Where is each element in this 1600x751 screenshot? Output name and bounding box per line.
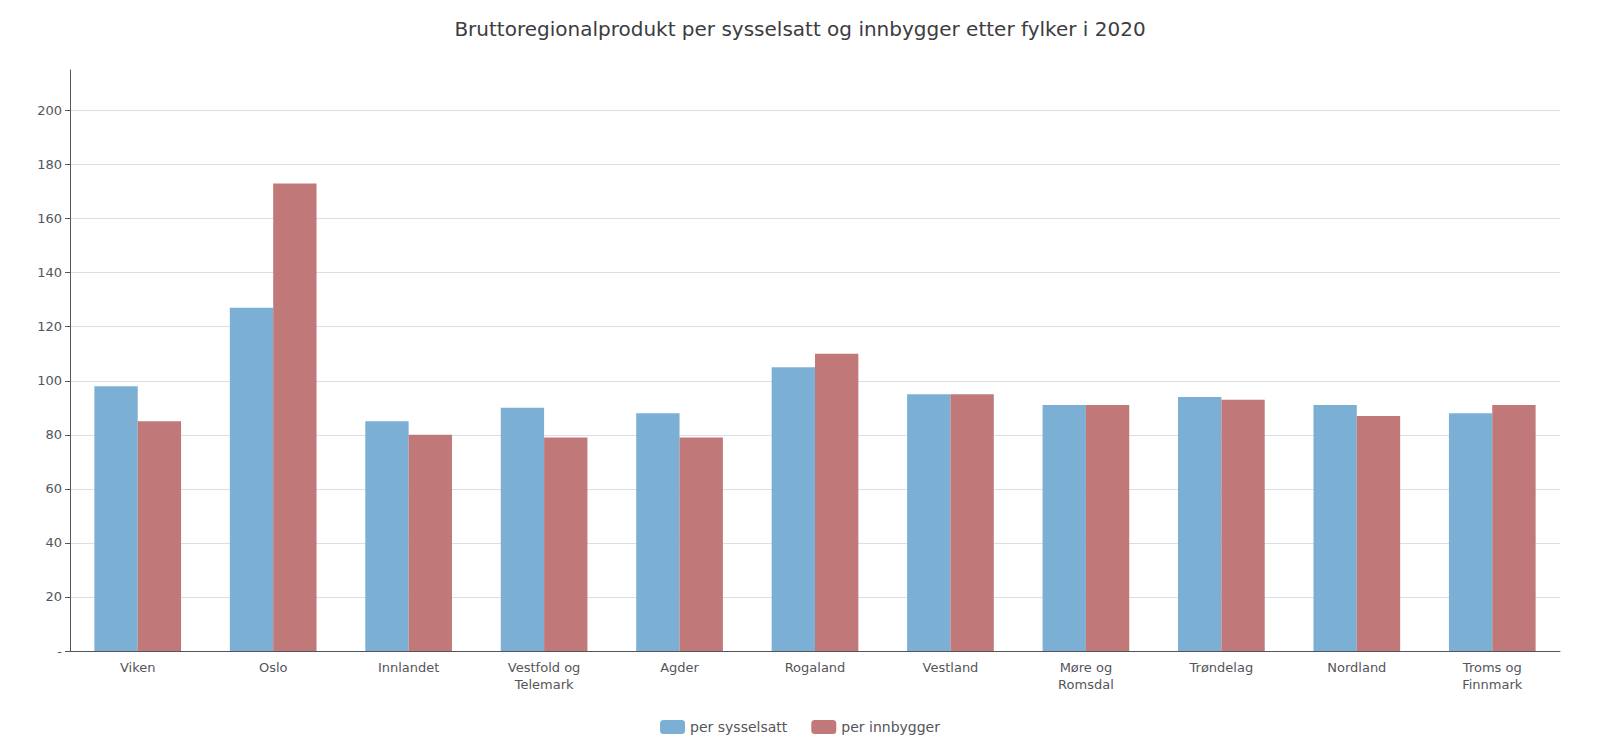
svg-text:per sysselsatt: per sysselsatt bbox=[690, 719, 788, 735]
svg-text:160: 160 bbox=[37, 211, 62, 226]
svg-text:Innlandet: Innlandet bbox=[378, 660, 439, 675]
svg-text:Trøndelag: Trøndelag bbox=[1189, 660, 1254, 675]
svg-text:Rogaland: Rogaland bbox=[785, 660, 846, 675]
svg-text:20: 20 bbox=[45, 589, 62, 604]
svg-text:200: 200 bbox=[37, 103, 62, 118]
svg-text:Vestland: Vestland bbox=[923, 660, 979, 675]
svg-text:Agder: Agder bbox=[660, 660, 699, 675]
svg-text:Oslo: Oslo bbox=[259, 660, 288, 675]
svg-text:Viken: Viken bbox=[120, 660, 156, 675]
svg-text:per innbygger: per innbygger bbox=[841, 719, 940, 735]
svg-text:120: 120 bbox=[37, 319, 62, 334]
svg-text:140: 140 bbox=[37, 265, 62, 280]
svg-text:Finnmark: Finnmark bbox=[1462, 677, 1523, 692]
svg-text:100: 100 bbox=[37, 373, 62, 388]
svg-text:60: 60 bbox=[45, 481, 62, 496]
svg-text:Nordland: Nordland bbox=[1327, 660, 1386, 675]
svg-text:180: 180 bbox=[37, 157, 62, 172]
svg-text:Telemark: Telemark bbox=[514, 677, 574, 692]
svg-text:80: 80 bbox=[45, 427, 62, 442]
svg-text:40: 40 bbox=[45, 535, 62, 550]
svg-text:Bruttoregionalprodukt per syss: Bruttoregionalprodukt per sysselsatt og … bbox=[454, 17, 1145, 41]
svg-text:Vestfold og: Vestfold og bbox=[508, 660, 580, 675]
svg-text:Møre og: Møre og bbox=[1060, 660, 1113, 675]
svg-text:Romsdal: Romsdal bbox=[1058, 677, 1114, 692]
svg-text:Troms og: Troms og bbox=[1462, 660, 1522, 675]
svg-text:-: - bbox=[57, 644, 62, 659]
